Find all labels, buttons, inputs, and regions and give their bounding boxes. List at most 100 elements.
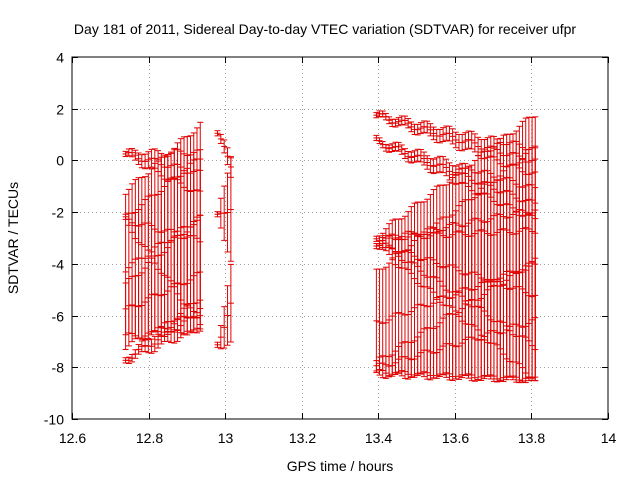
error-bar-point [440, 127, 447, 142]
data-points [122, 110, 539, 384]
error-bar-point [158, 254, 165, 337]
error-bar-point [433, 157, 440, 174]
error-bar-point [408, 245, 415, 379]
error-bar-point [138, 340, 145, 353]
error-bar-point [405, 249, 412, 380]
error-bar-point [500, 170, 507, 379]
error-bar-point [376, 137, 383, 145]
x-tick-label: 12.6 [59, 430, 86, 446]
error-bar-point [433, 222, 440, 377]
error-bar-point [224, 285, 231, 346]
y-tick-label: 4 [56, 50, 64, 66]
error-bar-point [217, 325, 224, 350]
error-bar-point [436, 155, 443, 173]
error-bar-point [506, 164, 513, 378]
error-bar-point [221, 139, 228, 154]
error-bar-point [379, 268, 386, 379]
error-bar-point [462, 132, 469, 150]
x-tick-label: 13 [218, 430, 234, 446]
error-bar-point [465, 130, 472, 149]
error-bar-point [197, 214, 204, 330]
error-bar-point [389, 257, 396, 375]
error-bar-point [217, 133, 224, 144]
error-bar-point [389, 237, 396, 261]
error-bar-point [142, 153, 149, 170]
error-bar-point [421, 151, 428, 166]
error-bar-point [129, 275, 136, 335]
error-bar-point [417, 149, 424, 163]
error-bar-point [449, 214, 456, 382]
x-tick-label: 13.4 [365, 430, 392, 446]
error-bar-point [135, 344, 142, 355]
error-bar-point [155, 255, 162, 335]
error-bar-point [516, 162, 523, 384]
error-bar-point [164, 247, 171, 335]
error-bar-point [177, 234, 184, 334]
error-bar-point [440, 156, 447, 174]
error-bar-point [519, 158, 526, 382]
error-bar-point [174, 235, 181, 331]
error-bar-point [446, 162, 453, 181]
error-bar-point [478, 187, 485, 378]
error-bar-point [430, 227, 437, 379]
y-tick-label: 2 [56, 102, 64, 118]
grid-lines [72, 57, 608, 419]
error-bar-point [373, 242, 380, 250]
error-bar-point [465, 199, 472, 379]
error-bar-point [221, 306, 228, 349]
error-bar-point [436, 128, 443, 144]
error-bar-point [490, 181, 497, 382]
error-bar-point [190, 220, 197, 331]
error-bar-point [221, 185, 228, 241]
error-bar-point [487, 181, 494, 380]
error-bar-point [510, 164, 517, 381]
y-axis-label: SDTVAR / TECUs [5, 182, 21, 294]
error-bar-point [392, 118, 399, 128]
error-bar-point [214, 211, 221, 218]
error-bar-point [446, 216, 453, 381]
error-bar-point [471, 133, 478, 153]
error-bar-point [389, 143, 396, 153]
axis-ticks: 12.6 12.8 13 13.2 13.4 13.6 13.8 14 -10 -8 -6 -4 -2 0… [44, 50, 617, 447]
error-bar-point [382, 235, 389, 252]
error-bar-point [424, 155, 431, 170]
error-bar-point [452, 210, 459, 380]
error-bar-point [408, 121, 415, 133]
error-bar-point [459, 133, 466, 152]
error-bar-point [227, 263, 234, 343]
error-bar-point [417, 233, 424, 375]
x-tick-label: 13.8 [518, 430, 545, 446]
error-bar-point [427, 158, 434, 174]
error-bar-point [395, 117, 402, 127]
error-bar-point [132, 149, 139, 161]
error-bar-point [401, 148, 408, 159]
error-bar-point [468, 130, 475, 150]
error-bar-point [125, 356, 132, 364]
error-bar-point [171, 237, 178, 331]
error-bar-point [386, 116, 393, 125]
y-tick-label: -4 [52, 257, 65, 273]
error-bar-point [151, 255, 158, 333]
error-bar-point [135, 152, 142, 165]
error-bar-point [129, 147, 136, 158]
error-bar-point [132, 275, 139, 337]
error-bar-point [411, 150, 418, 163]
chart-title: Day 181 of 2011, Sidereal Day-to-day VTE… [74, 21, 576, 37]
error-bar-point [430, 126, 437, 141]
y-tick-label: -2 [52, 205, 65, 221]
error-bar-point [452, 131, 459, 149]
error-bar-point [214, 341, 221, 348]
error-bar-point [382, 143, 389, 152]
error-bar-point [386, 262, 393, 378]
error-bar-point [122, 150, 129, 158]
error-bar-point [484, 181, 491, 377]
error-bar-point [373, 112, 380, 119]
error-bar-point [475, 136, 482, 157]
error-bar-point [386, 235, 393, 255]
error-bar-point [408, 151, 415, 164]
error-bar-point [436, 218, 443, 375]
error-bar-point [513, 164, 520, 383]
error-bar-point [398, 144, 405, 155]
error-bar-point [395, 141, 402, 152]
